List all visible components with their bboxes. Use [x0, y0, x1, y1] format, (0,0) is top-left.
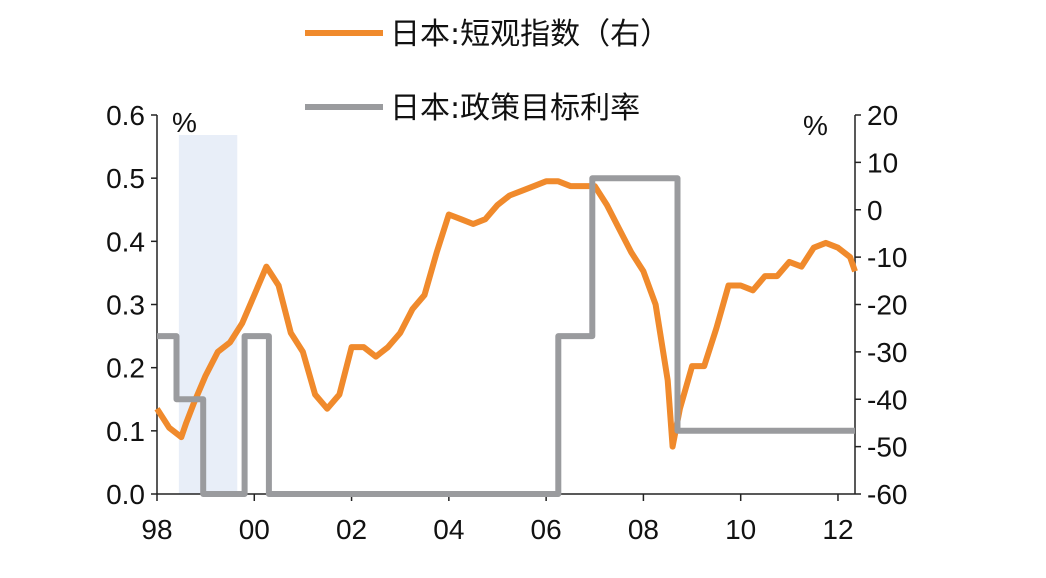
- x-tick-label: 04: [433, 514, 464, 545]
- legend: 日本:短观指数（右） 日本:政策目标利率: [305, 17, 670, 126]
- shaded-period: [178, 135, 238, 494]
- right-tick-label: -60: [867, 479, 907, 510]
- left-tick-label: 0.2: [106, 353, 145, 384]
- series-line-tankan: [154, 178, 858, 450]
- x-tick-label: 08: [628, 514, 659, 545]
- right-tick-label: -50: [867, 432, 907, 463]
- right-axis-unit: %: [803, 110, 828, 141]
- x-tick-label: 98: [141, 514, 172, 545]
- axes-layer: 0.0 0.1 0.2 0.3 0.4 0.5 0.6 -60 -50 -40 -30 -20 -10 0…: [106, 100, 907, 545]
- right-tick-label: -30: [867, 337, 907, 368]
- right-tick-label: 10: [867, 147, 898, 178]
- left-tick-label: 0.0: [106, 479, 145, 510]
- x-tick-label: 02: [336, 514, 367, 545]
- left-axis-unit: %: [172, 107, 197, 138]
- series-layer: [154, 175, 858, 497]
- right-tick-label: -20: [867, 290, 907, 321]
- left-tick-label: 0.1: [106, 416, 145, 447]
- right-tick-label: -40: [867, 384, 907, 415]
- x-tick-label: 10: [725, 514, 756, 545]
- x-tick-label: 12: [822, 514, 853, 545]
- right-tick-label: -10: [867, 242, 907, 273]
- x-tick-label: 00: [239, 514, 270, 545]
- left-tick-label: 0.3: [106, 290, 145, 321]
- legend-label-policy-rate: 日本:政策目标利率: [390, 91, 640, 126]
- left-tick-label: 0.5: [106, 163, 145, 194]
- left-tick-label: 0.6: [106, 100, 145, 131]
- shaded-region-layer: [178, 135, 238, 494]
- right-tick-label: 0: [867, 195, 883, 226]
- legend-label-tankan: 日本:短观指数（右）: [390, 17, 670, 52]
- left-tick-label: 0.4: [106, 226, 145, 257]
- series-line-policy-rate: [157, 175, 855, 497]
- x-tick-label: 06: [531, 514, 562, 545]
- right-tick-label: 20: [867, 100, 898, 131]
